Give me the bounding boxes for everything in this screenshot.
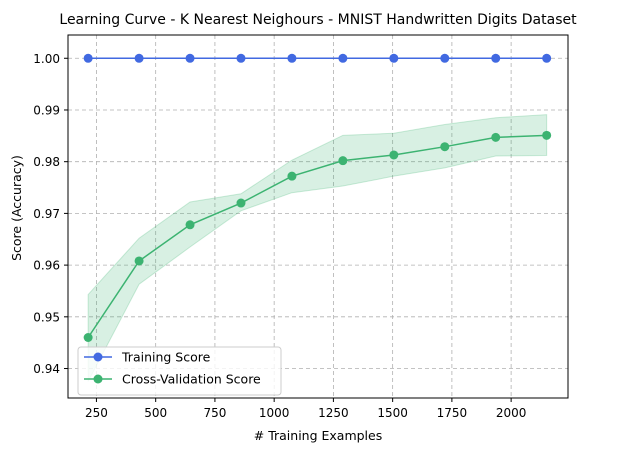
series-lines	[87, 57, 547, 338]
point-training-score	[185, 53, 195, 63]
x-tick-label: 750	[203, 406, 226, 420]
line-cross-validation-score	[87, 134, 547, 338]
legend-label-cross-validation-score: Cross-Validation Score	[122, 372, 261, 387]
plot-frame	[67, 34, 569, 399]
point-training-score	[389, 53, 399, 63]
legend-label-training-score: Training Score	[121, 350, 211, 365]
point-cross-validation-score	[338, 156, 348, 166]
point-cross-validation-score	[491, 132, 501, 142]
x-tick-label: 1250	[318, 406, 349, 420]
y-tick-label: 0.97	[33, 207, 60, 221]
chart-title: Learning Curve - K Nearest Neighours - M…	[59, 12, 577, 28]
series-points	[83, 53, 552, 342]
y-tick-label: 0.99	[33, 103, 60, 117]
point-training-score	[83, 53, 93, 63]
x-axis-ticks: 250 500 750 1000 1250 1500 1750 2000	[85, 398, 526, 420]
point-cross-validation-score	[134, 256, 144, 266]
point-cross-validation-score	[287, 171, 297, 181]
y-tick-label: 0.96	[33, 259, 60, 273]
legend-box	[77, 346, 282, 396]
legend-entry-cross-validation-score: Cross-Validation Score	[84, 372, 261, 387]
y-tick-label: 1.00	[33, 52, 60, 66]
x-tick-label: 500	[144, 406, 167, 420]
point-cross-validation-score	[440, 142, 450, 152]
legend-entry-training-score: Training Score	[84, 350, 211, 365]
grid-lines	[68, 35, 568, 398]
y-axis-ticks: 0.94 0.95 0.96 0.97 0.98 0.99 1.00	[33, 52, 68, 376]
point-training-score	[440, 53, 450, 63]
x-tick-label: 2000	[496, 406, 527, 420]
point-cross-validation-score	[83, 333, 93, 342]
point-training-score	[491, 53, 501, 63]
x-tick-label: 1750	[437, 406, 468, 420]
legend: Training Score Cross-Validation Score	[77, 346, 282, 396]
point-cross-validation-score	[389, 150, 399, 160]
legend-marker-training-score	[93, 352, 103, 362]
y-tick-label: 0.95	[33, 310, 60, 324]
y-axis-label: Score (Accuracy)	[9, 155, 24, 261]
point-cross-validation-score	[542, 130, 552, 140]
y-tick-label: 0.94	[33, 362, 60, 376]
x-tick-label: 1500	[377, 406, 408, 420]
x-tick-label: 250	[85, 406, 108, 420]
point-training-score	[338, 53, 348, 63]
point-training-score	[236, 53, 246, 63]
point-cross-validation-score	[236, 198, 246, 208]
y-tick-label: 0.98	[33, 155, 60, 169]
point-training-score	[134, 53, 144, 63]
x-axis-label: # Training Examples	[254, 428, 383, 443]
point-cross-validation-score	[185, 220, 195, 230]
point-training-score	[542, 53, 552, 63]
x-tick-label: 1000	[259, 406, 290, 420]
point-training-score	[287, 53, 297, 63]
legend-marker-cross-validation-score	[93, 374, 103, 384]
